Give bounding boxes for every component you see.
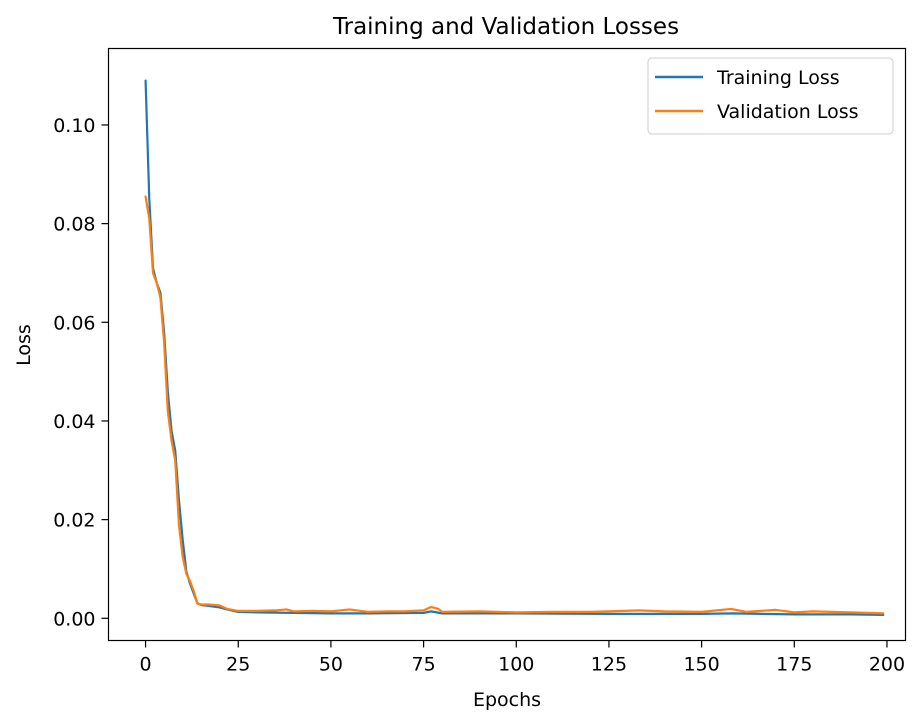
legend-label-training-loss: Training Loss bbox=[716, 67, 840, 89]
x-tick-label: 0 bbox=[140, 654, 152, 676]
x-axis-label: Epochs bbox=[473, 689, 541, 711]
x-axis-ticks: 0 25 50 75 100 125 150 175 200 bbox=[140, 640, 905, 676]
y-tick-label: 0.04 bbox=[53, 411, 95, 433]
x-tick-label: 50 bbox=[319, 654, 343, 676]
x-tick-label: 150 bbox=[683, 654, 719, 676]
y-tick-label: 0.08 bbox=[53, 214, 95, 236]
x-tick-label: 25 bbox=[226, 654, 250, 676]
x-tick-label: 125 bbox=[591, 654, 627, 676]
x-tick-label: 175 bbox=[776, 654, 812, 676]
x-tick-label: 75 bbox=[411, 654, 435, 676]
axes-frame bbox=[107, 47, 907, 642]
x-tick-label: 200 bbox=[869, 654, 905, 676]
legend: Training Loss Validation Loss bbox=[647, 57, 894, 135]
y-tick-label: 0.06 bbox=[53, 312, 95, 334]
y-tick-label: 0.02 bbox=[53, 510, 95, 532]
chart-title: Training and Validation Losses bbox=[332, 14, 679, 40]
legend-label-validation-loss: Validation Loss bbox=[717, 101, 859, 123]
validation-loss-line bbox=[144, 195, 885, 615]
y-tick-label: 0.10 bbox=[53, 115, 95, 137]
training-loss-line bbox=[144, 79, 885, 616]
y-axis-ticks: 0.00 0.02 0.04 0.06 0.08 0.10 bbox=[53, 115, 109, 630]
y-axis-label: Loss bbox=[13, 324, 35, 366]
legend-box bbox=[647, 57, 894, 135]
y-tick-label: 0.00 bbox=[53, 608, 95, 630]
series-layer bbox=[144, 79, 885, 616]
x-tick-label: 100 bbox=[498, 654, 534, 676]
